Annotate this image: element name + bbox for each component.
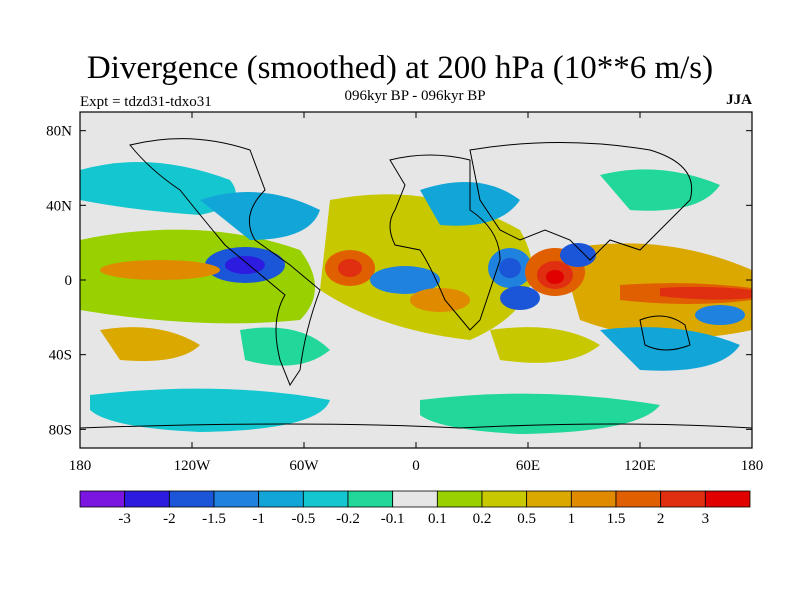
colorbar-swatch bbox=[526, 490, 572, 508]
colorbar-label: 1 bbox=[568, 511, 576, 527]
colorbar-swatch bbox=[124, 490, 170, 508]
colorbar-label: 3 bbox=[702, 511, 710, 527]
colorbar-swatch bbox=[660, 490, 706, 508]
colorbar-swatch bbox=[347, 490, 394, 508]
lon-tick-label: 180 bbox=[69, 458, 92, 474]
colorbar-swatch bbox=[168, 490, 215, 508]
colorbar-label: -0.2 bbox=[336, 511, 360, 527]
lon-tick-label: 60E bbox=[516, 458, 540, 474]
colorbar-swatch bbox=[79, 490, 126, 508]
colorbar-swatch bbox=[481, 490, 528, 508]
colorbar-label: 0.2 bbox=[473, 511, 492, 527]
lon-tick-label: 180 bbox=[741, 458, 764, 474]
colorbar-label: -1.5 bbox=[202, 511, 226, 527]
period-label: 096kyr BP - 096kyr BP bbox=[344, 88, 486, 104]
colorbar-label: -1 bbox=[252, 511, 265, 527]
colorbar-label: -3 bbox=[118, 511, 131, 527]
lon-tick-label: 120E bbox=[624, 458, 656, 474]
colorbar-swatch bbox=[436, 490, 483, 508]
coastlines bbox=[80, 138, 752, 429]
colorbar-label: -0.1 bbox=[381, 511, 405, 527]
colorbar-swatch bbox=[213, 490, 260, 508]
colorbar-swatch bbox=[704, 490, 751, 508]
colorbar-label: -0.5 bbox=[291, 511, 315, 527]
lon-tick-label: 60W bbox=[289, 458, 319, 474]
colorbar-swatch bbox=[615, 490, 662, 508]
season-label: JJA bbox=[726, 92, 752, 108]
colorbar: -3 -2 -1.5 -1 -0.5 -0.2 -0.1 0.1 0.2 0.5 1 1.5 2 3 bbox=[79, 490, 751, 527]
divergence-field bbox=[80, 112, 752, 448]
colorbar-swatch bbox=[392, 490, 438, 508]
colorbar-swatch bbox=[302, 490, 349, 508]
lat-tick-label: 0 bbox=[65, 273, 73, 289]
colorbar-label: 2 bbox=[657, 511, 665, 527]
colorbar-label: 0.1 bbox=[428, 511, 447, 527]
lat-tick-label: 40N bbox=[46, 198, 72, 214]
axis-ticks: 180 120W 60W 0 60E 120E 180 80N 40N 0 40S 80S bbox=[46, 112, 763, 474]
colorbar-label: -2 bbox=[163, 511, 176, 527]
lat-tick-label: 80N bbox=[46, 124, 72, 140]
lon-tick-label: 0 bbox=[412, 458, 420, 474]
plot-title: Divergence (smoothed) at 200 hPa (10**6 … bbox=[86, 50, 714, 86]
colorbar-label: 0.5 bbox=[517, 511, 536, 527]
colorbar-label: 1.5 bbox=[607, 511, 626, 527]
colorbar-swatch bbox=[258, 490, 304, 508]
lat-tick-label: 80S bbox=[49, 422, 72, 438]
lat-tick-label: 40S bbox=[49, 348, 72, 364]
experiment-label: Expt = tdzd31-tdxo31 bbox=[80, 94, 212, 110]
lon-tick-label: 120W bbox=[174, 458, 212, 474]
colorbar-swatch bbox=[570, 490, 617, 508]
